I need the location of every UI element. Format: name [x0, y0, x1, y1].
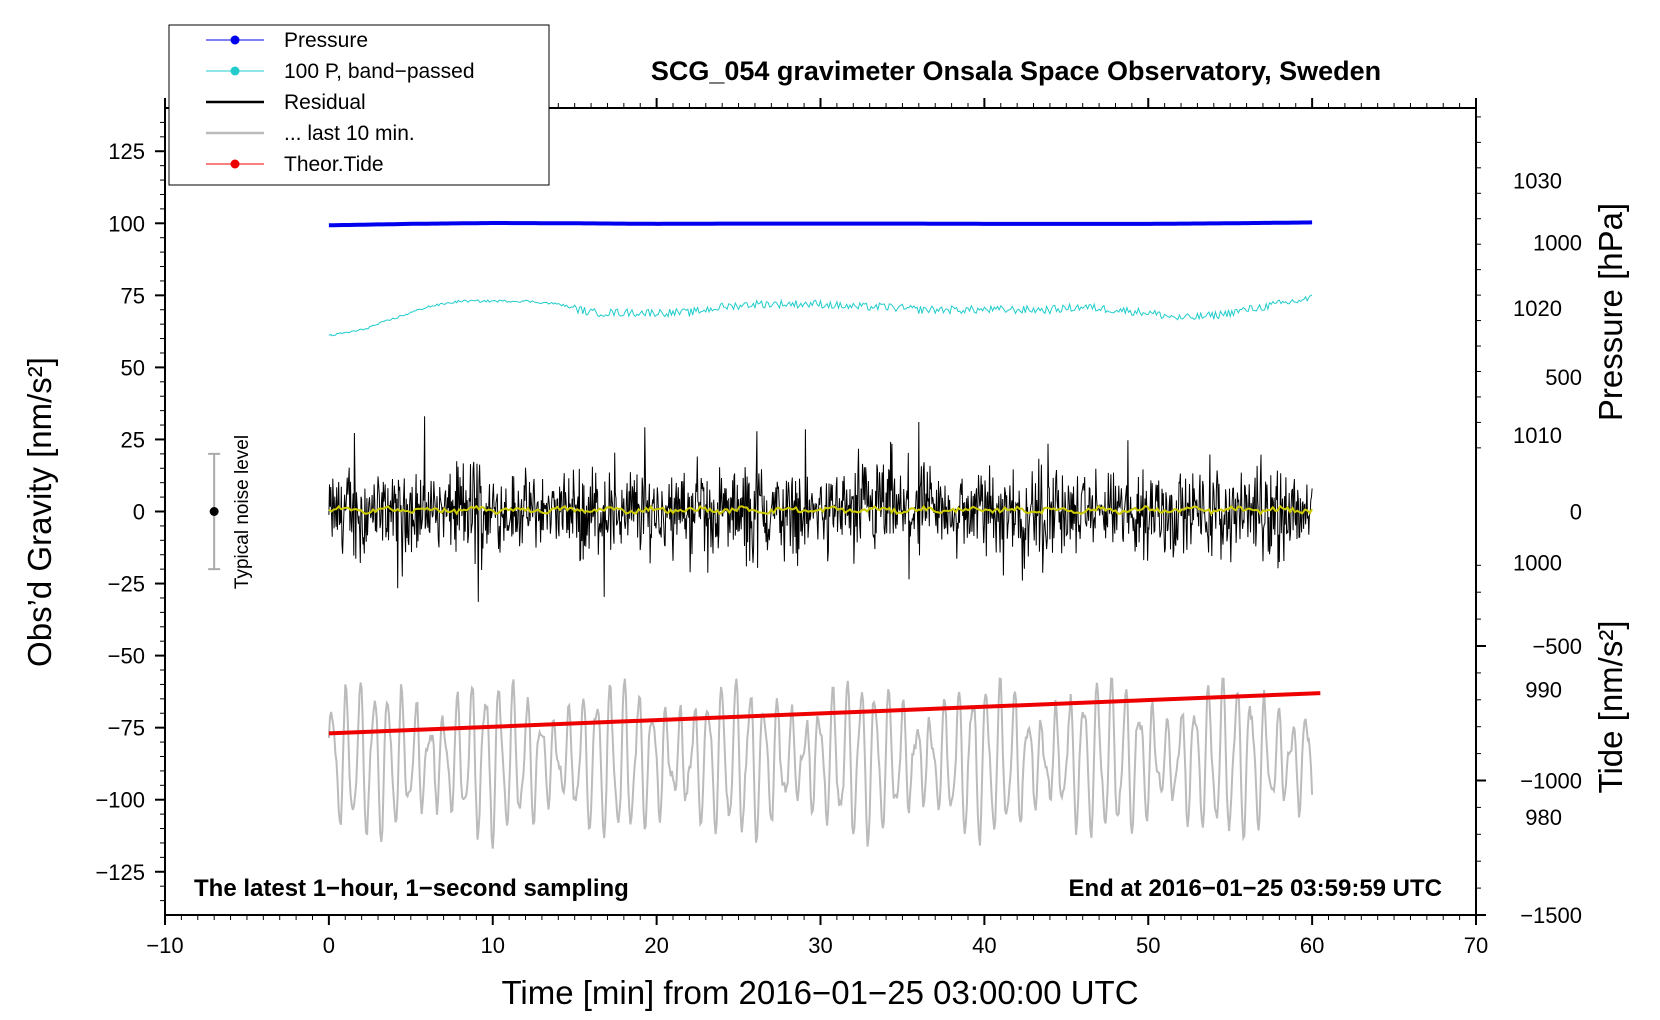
pressure-axis-title: Pressure [hPa]	[1592, 203, 1629, 421]
y-left-tick-label: −100	[95, 788, 145, 813]
band-passed-pressure-line	[328, 294, 1313, 337]
tide-tick-label: −500	[1532, 634, 1582, 659]
pressure-tick-label: 980	[1525, 805, 1562, 830]
data-series	[208, 220, 1321, 849]
legend: Pressure 100 P, band−passed Residual ... la…	[168, 24, 550, 186]
x-tick-label: −10	[146, 933, 183, 958]
tide-tick-label: 0	[1570, 500, 1582, 525]
smoothed-residual-line	[328, 504, 1313, 516]
x-tick-label: 40	[972, 933, 996, 958]
legend-box	[168, 24, 550, 186]
tide-tick-label: −1000	[1520, 769, 1582, 794]
legend-label: ... last 10 min.	[284, 122, 415, 145]
tide-tick-label: −1500	[1520, 903, 1582, 928]
x-axis-title: Time [min] from 2016−01−25 03:00:00 UTC	[501, 974, 1138, 1011]
residual-line	[328, 416, 1313, 602]
y-left-tick-label: 25	[121, 427, 145, 452]
x-tick-label: 30	[808, 933, 832, 958]
y-left-tick-label: 50	[121, 355, 145, 380]
pressure-tick-label: 1000	[1513, 550, 1562, 575]
pressure-tick-label: 1010	[1513, 423, 1562, 448]
theoretical-tide-line	[328, 691, 1321, 736]
x-tick-label: 50	[1136, 933, 1160, 958]
legend-label: Theor.Tide	[284, 153, 384, 176]
legend-label: Pressure	[284, 29, 368, 52]
y-left-tick-label: 0	[133, 500, 145, 525]
noise-level-dot	[209, 507, 219, 516]
legend-marker	[230, 35, 240, 45]
axes: −10 0 10 20 30 40 50 60 701251007550250−25−50−75…	[95, 98, 1582, 958]
pressure-tick-label: 990	[1525, 678, 1562, 703]
y-left-tick-label: 125	[108, 139, 145, 164]
chart-title: SCG_054 gravimeter Onsala Space Observat…	[651, 56, 1381, 86]
y-left-tick-label: −25	[108, 572, 145, 597]
pressure-tick-label: 1020	[1513, 296, 1562, 321]
pressure-line	[328, 220, 1313, 228]
y-left-tick-label: −75	[108, 716, 145, 741]
noise-level-label: Typical noise level	[232, 435, 253, 589]
y-axis-left-title: Obs’d Gravity [nm/s²]	[21, 357, 58, 667]
legend-marker	[230, 159, 240, 169]
x-tick-label: 0	[323, 933, 335, 958]
legend-label: Residual	[284, 91, 366, 114]
tide-tick-label: 1000	[1533, 231, 1582, 256]
pressure-tick-label: 1030	[1513, 169, 1562, 194]
y-left-tick-label: −125	[95, 860, 145, 885]
x-tick-label: 70	[1464, 933, 1488, 958]
last-10-min-line	[327, 677, 1314, 849]
tide-tick-label: 500	[1545, 365, 1582, 390]
y-left-tick-label: 100	[108, 211, 145, 236]
x-tick-label: 10	[481, 933, 505, 958]
x-tick-label: 60	[1300, 933, 1324, 958]
legend-marker	[230, 66, 240, 76]
legend-label: 100 P, band−passed	[284, 60, 475, 83]
y-left-tick-label: 75	[121, 283, 145, 308]
end-time-annotation: End at 2016−01−25 03:59:59 UTC	[1068, 875, 1442, 902]
x-tick-label: 20	[644, 933, 668, 958]
y-left-tick-label: −50	[108, 644, 145, 669]
sampling-annotation: The latest 1−hour, 1−second sampling	[194, 875, 629, 902]
tide-axis-title: Tide [nm/s²]	[1592, 621, 1629, 794]
